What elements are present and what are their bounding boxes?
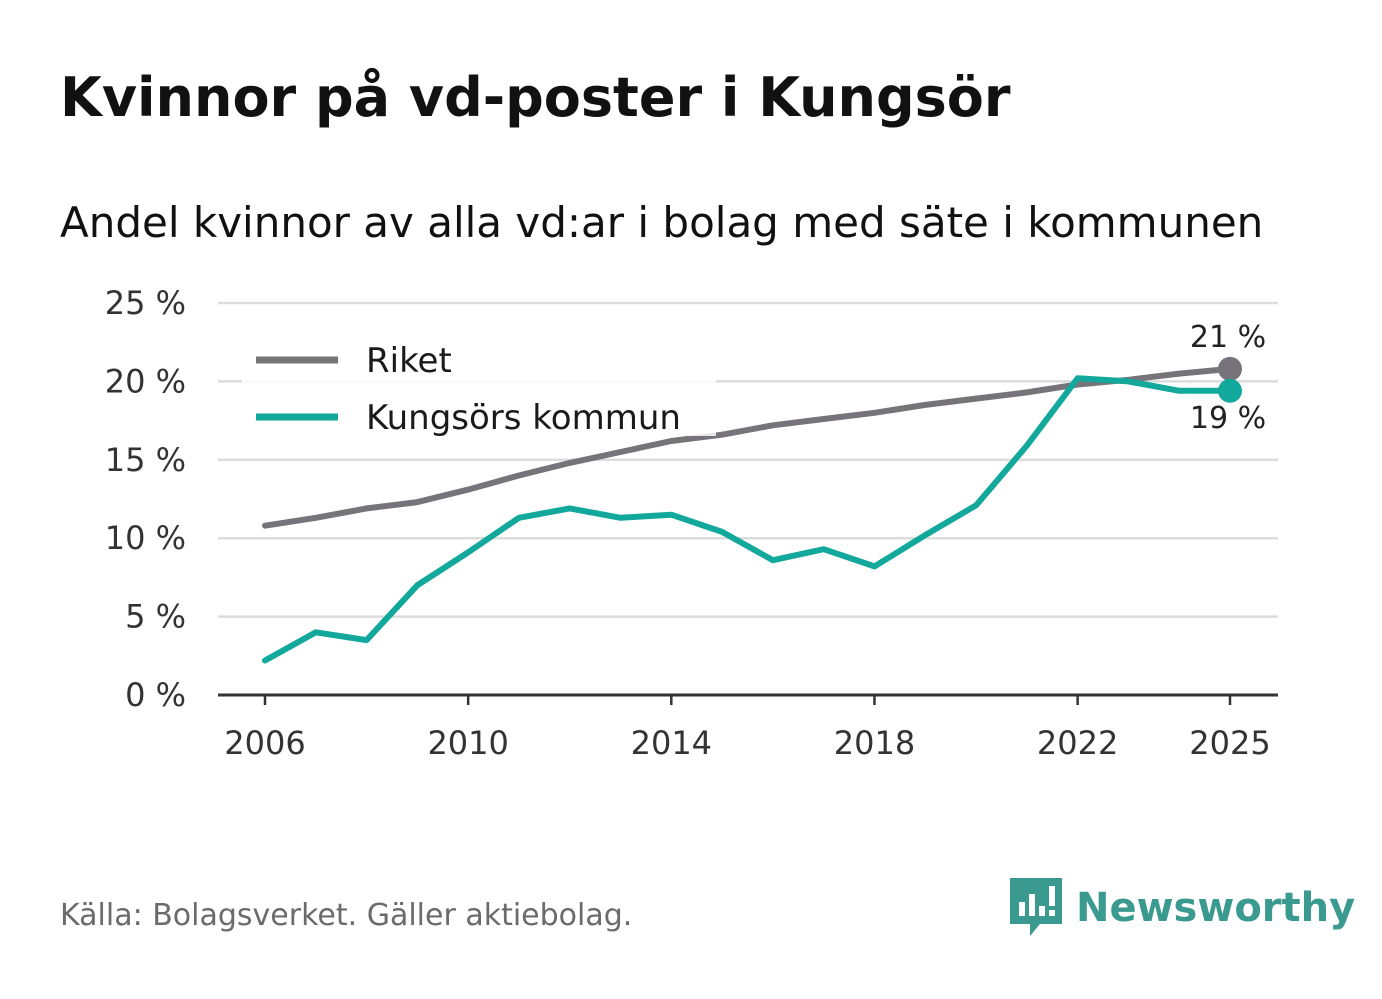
legend: Riket Kungsörs kommun xyxy=(242,326,716,438)
chart-subtitle: Andel kvinnor av alla vd:ar i bolag med … xyxy=(60,198,1264,247)
newsworthy-logo: Newsworthy xyxy=(1010,878,1355,938)
logo-text: Newsworthy xyxy=(1076,885,1356,931)
series-end-point-riket xyxy=(1218,356,1242,381)
legend-label-riket: Riket xyxy=(366,341,452,381)
y-tick-label-25: 25 % xyxy=(105,284,186,322)
y-tick-label-15: 15 % xyxy=(105,441,186,479)
end-label-kungsor: 19 % xyxy=(1190,401,1266,436)
series-end-point-kungsor xyxy=(1218,378,1242,403)
x-tick-label-2006: 2006 xyxy=(224,724,305,762)
y-tick-label-10: 10 % xyxy=(105,519,186,557)
chart-title: Kvinnor på vd-poster i Kungsör xyxy=(60,66,1011,129)
axis-ticks: 0 % 5 % 10 % 15 % 20 % 25 % 2006 2010 2014 2018 20… xyxy=(105,284,1271,762)
legend-label-kungsor: Kungsörs kommun xyxy=(366,398,681,438)
x-tick-label-2018: 2018 xyxy=(834,724,915,762)
y-tick-label-20: 20 % xyxy=(105,362,186,400)
series-lines xyxy=(262,356,1242,664)
y-tick-label-5: 5 % xyxy=(125,598,186,636)
source-note: Källa: Bolagsverket. Gäller aktiebolag. xyxy=(60,898,633,933)
x-tick-label-2010: 2010 xyxy=(427,724,508,762)
newsworthy-logo-icon xyxy=(1010,878,1062,936)
y-tick-label-0: 0 % xyxy=(125,676,186,714)
x-tick-label-2022: 2022 xyxy=(1037,724,1118,762)
series-line-kungsor xyxy=(262,375,1233,664)
x-tick-label-2025: 2025 xyxy=(1189,724,1270,762)
x-tick-label-2014: 2014 xyxy=(631,724,712,762)
end-label-riket: 21 % xyxy=(1190,320,1266,355)
end-labels: 21 % 19 % xyxy=(1190,320,1266,436)
